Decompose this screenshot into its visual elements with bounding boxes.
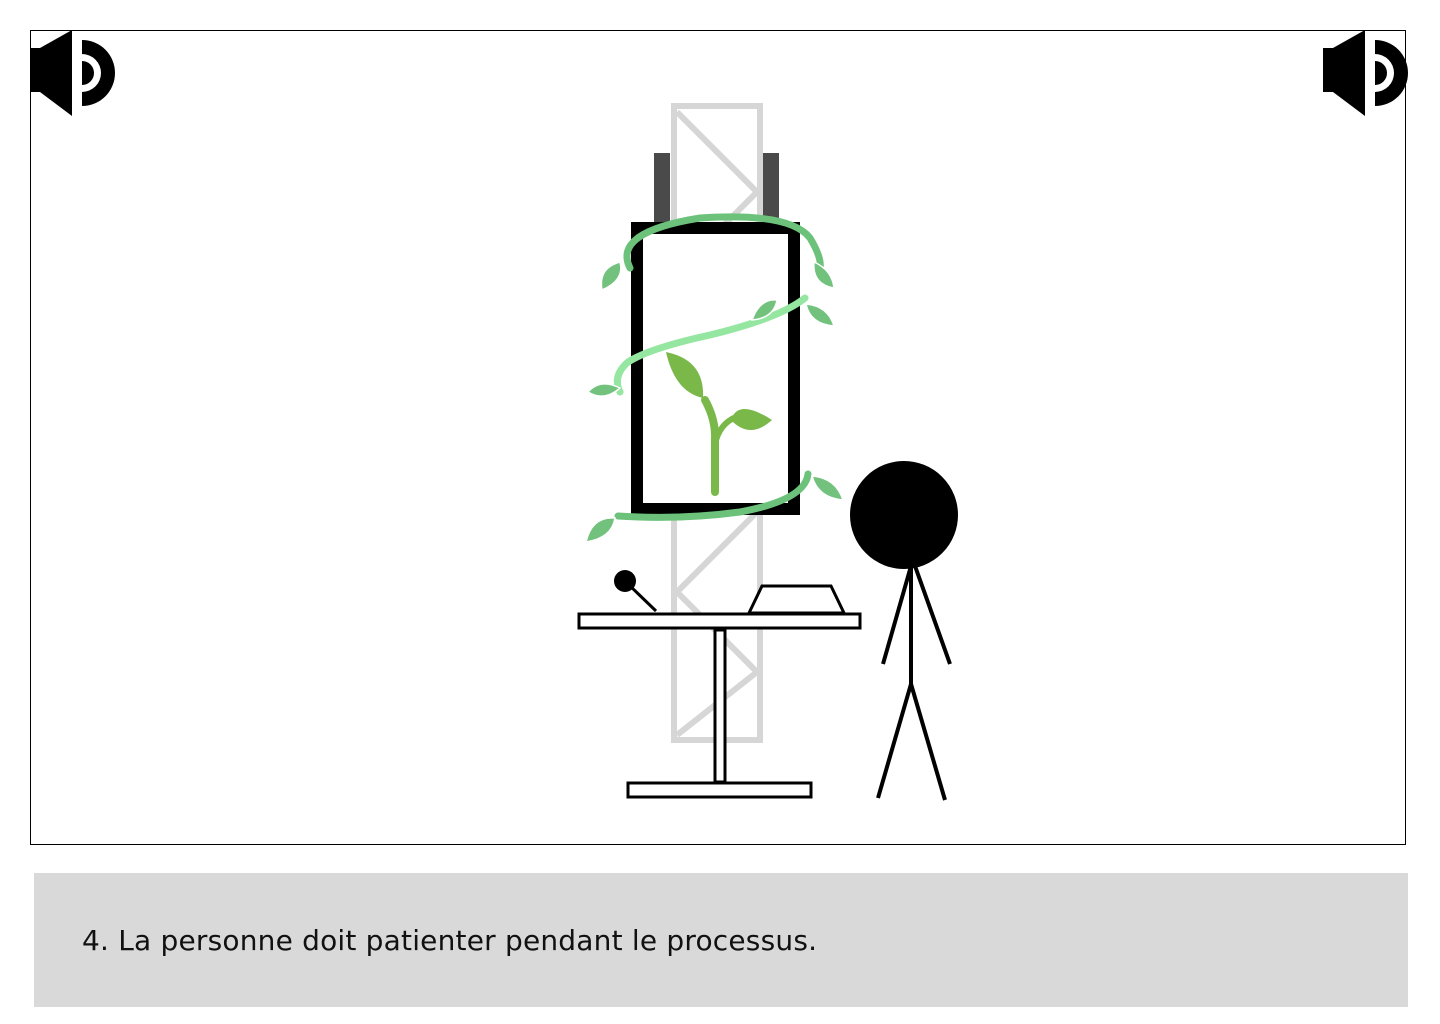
vine-leaves <box>585 260 845 543</box>
left-rail <box>654 153 670 225</box>
speaker-icon <box>1323 30 1408 116</box>
speaker-left-button[interactable] <box>30 28 120 118</box>
table <box>577 612 862 799</box>
vine <box>613 213 824 521</box>
caption-panel: 4. La personne doit patienter pendant le… <box>34 873 1408 1007</box>
speaker-right-button[interactable] <box>1320 28 1410 118</box>
microphone-icon <box>614 570 658 613</box>
speaker-icon <box>30 30 115 116</box>
caption-text: 4. La personne doit patienter pendant le… <box>82 923 818 957</box>
table-device <box>746 584 847 615</box>
sprout-icon <box>666 352 772 496</box>
right-rail <box>763 153 779 225</box>
stick-figure <box>850 461 958 801</box>
